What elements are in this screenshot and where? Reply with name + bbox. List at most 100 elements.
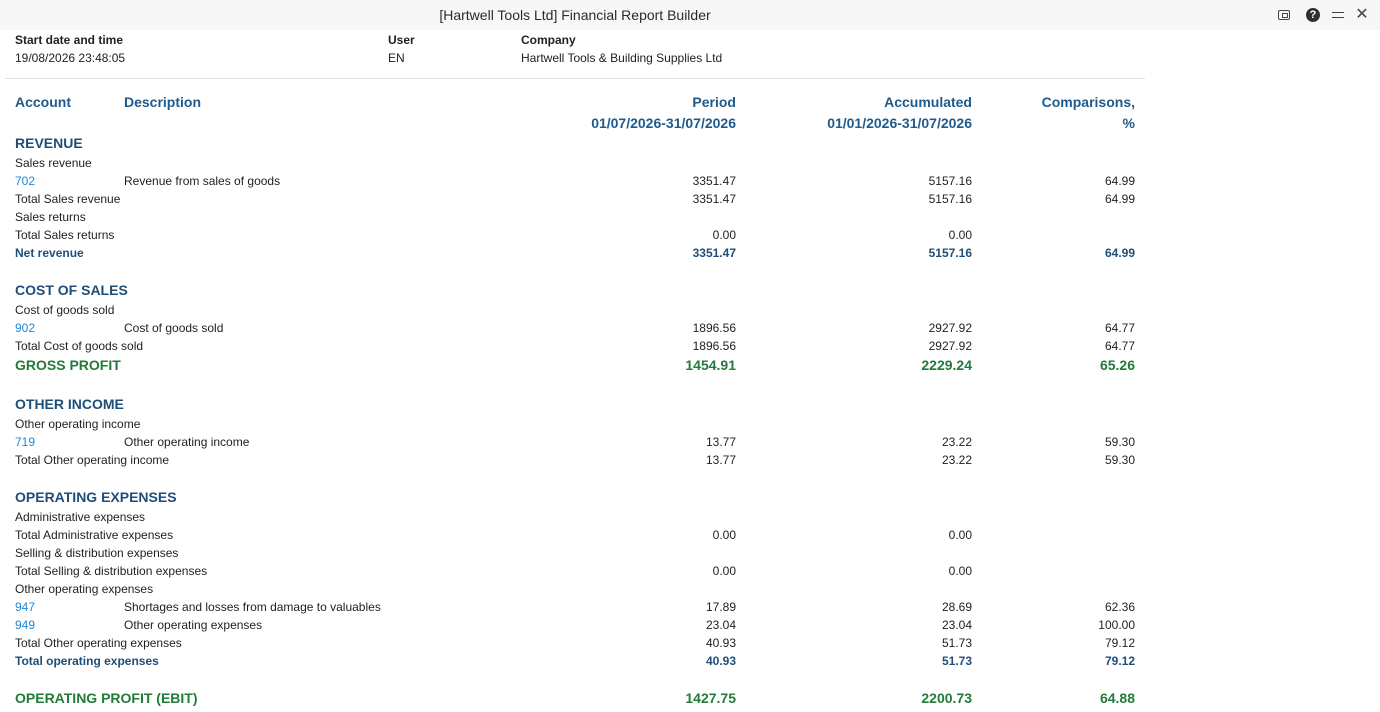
- accumulated-value: 2927.92: [928, 321, 972, 335]
- report-row: Administrative expenses: [0, 508, 1150, 526]
- account-number-link[interactable]: 949: [15, 618, 36, 632]
- report-row: Other operating income: [0, 415, 1150, 433]
- comparison-value: 64.99: [1104, 192, 1135, 206]
- row-label: Total operating expenses: [15, 654, 159, 668]
- account-description: Other operating expenses: [124, 618, 263, 632]
- period-value: 3351.47: [692, 246, 736, 260]
- account-description: Cost of goods sold: [124, 321, 224, 335]
- row-label: Total Other operating income: [15, 453, 170, 467]
- section-header: OPERATING EXPENSES: [0, 488, 1150, 506]
- comparison-value: 64.77: [1104, 339, 1135, 353]
- accumulated-value: 51.73: [941, 654, 972, 668]
- account-row: 902 Cost of goods sold 1896.56 2927.92 64.77: [0, 319, 1150, 337]
- row-label: Sales revenue: [15, 156, 92, 170]
- report-row: Total Other operating expenses 40.93 51.73…: [0, 634, 1150, 652]
- section-header: COST OF SALES: [0, 281, 1150, 299]
- menu-icon[interactable]: [1330, 7, 1346, 23]
- period-value: 13.77: [705, 435, 736, 449]
- row-label: Selling & distribution expenses: [15, 546, 179, 560]
- comparison-value: 62.36: [1104, 600, 1135, 614]
- period-value: 1896.56: [692, 339, 736, 353]
- report-row: Total Cost of goods sold 1896.56 2927.92 64…: [0, 337, 1150, 355]
- accumulated-value: 2200.73: [921, 690, 972, 706]
- accumulated-value: 0.00: [948, 564, 972, 578]
- column-header-account: Account: [15, 94, 71, 110]
- header-divider: [5, 78, 1145, 79]
- comparison-value: 79.12: [1104, 654, 1135, 668]
- row-label: Administrative expenses: [15, 510, 146, 524]
- row-label: Other operating income: [15, 417, 141, 431]
- report-row: Total Sales returns 0.00 0.00: [0, 226, 1150, 244]
- comparison-value: 64.99: [1104, 246, 1135, 260]
- account-row: 947 Shortages and losses from damage to v…: [0, 598, 1150, 616]
- row-label: OPERATING PROFIT (EBIT): [15, 690, 198, 706]
- period-value: 3351.47: [692, 192, 736, 206]
- accumulated-value: 28.69: [941, 600, 972, 614]
- report-row: Total Other operating income 13.77 23.22 59…: [0, 451, 1150, 469]
- accumulated-value: 2229.24: [921, 357, 972, 373]
- section-header: REVENUE: [0, 134, 1150, 152]
- accumulated-value: 5157.16: [928, 192, 972, 206]
- column-header-accumulated: Accumulated: [884, 94, 972, 110]
- account-number-link[interactable]: 902: [15, 321, 36, 335]
- period-value: 0.00: [712, 528, 736, 542]
- row-label: Net revenue: [15, 246, 84, 260]
- row-label: Total Administrative expenses: [15, 528, 174, 542]
- report-row: Total Sales revenue 3351.47 5157.16 64.99: [0, 190, 1150, 208]
- row-label: OTHER INCOME: [15, 396, 124, 412]
- report-row: OPERATING PROFIT (EBIT) 1427.75 2200.73 64.…: [0, 689, 1150, 707]
- account-number-link[interactable]: 702: [15, 174, 36, 188]
- accumulated-value: 23.04: [941, 618, 972, 632]
- company-value: Hartwell Tools & Building Supplies Ltd: [521, 51, 723, 65]
- user-value: EN: [388, 51, 405, 65]
- row-label: Total Selling & distribution expenses: [15, 564, 208, 578]
- report-row: Total Administrative expenses 0.00 0.00: [0, 526, 1150, 544]
- report-row: Total operating expenses 40.93 51.73 79.12: [0, 652, 1150, 670]
- accumulated-value: 0.00: [948, 228, 972, 242]
- account-number-link[interactable]: 719: [15, 435, 36, 449]
- report-row: Sales returns: [0, 208, 1150, 226]
- comparison-value: 65.26: [1099, 357, 1135, 373]
- report-row: Selling & distribution expenses: [0, 544, 1150, 562]
- report-row: Net revenue 3351.47 5157.16 64.99: [0, 244, 1150, 262]
- user-label: User: [388, 33, 415, 47]
- section-header: OTHER INCOME: [0, 395, 1150, 413]
- close-icon[interactable]: ✕: [1355, 6, 1369, 23]
- period-value: 1454.91: [685, 357, 736, 373]
- comparison-value: 59.30: [1104, 453, 1135, 467]
- row-label: OPERATING EXPENSES: [15, 489, 177, 505]
- period-value: 17.89: [705, 600, 736, 614]
- period-value: 3351.47: [692, 174, 736, 188]
- accumulated-value: 51.73: [941, 636, 972, 650]
- account-description: Revenue from sales of goods: [124, 174, 281, 188]
- accumulated-value: 5157.16: [928, 174, 972, 188]
- column-header-comparisons: Comparisons,: [1041, 94, 1135, 110]
- accumulated-value: 2927.92: [928, 339, 972, 353]
- period-value: 0.00: [712, 228, 736, 242]
- report-row: Other operating expenses: [0, 580, 1150, 598]
- row-label: Total Cost of goods sold: [15, 339, 144, 353]
- comparison-value: 59.30: [1104, 435, 1135, 449]
- help-icon[interactable]: ?: [1305, 7, 1321, 23]
- account-description: Shortages and losses from damage to valu…: [124, 600, 381, 614]
- column-header-comparisons-unit: %: [1122, 115, 1135, 131]
- row-label: Cost of goods sold: [15, 303, 115, 317]
- comparison-value: 64.88: [1099, 690, 1135, 706]
- row-label: Other operating expenses: [15, 582, 154, 596]
- account-row: 719 Other operating income 13.77 23.22 59.30: [0, 433, 1150, 451]
- period-value: 13.77: [705, 453, 736, 467]
- comparison-value: 64.77: [1104, 321, 1135, 335]
- period-value: 1427.75: [685, 690, 736, 706]
- account-description: Other operating income: [124, 435, 250, 449]
- period-value: 0.00: [712, 564, 736, 578]
- accumulated-value: 5157.16: [928, 246, 972, 260]
- row-label: REVENUE: [15, 135, 83, 151]
- row-label: GROSS PROFIT: [15, 357, 121, 373]
- accumulated-value: 23.22: [941, 435, 972, 449]
- start-date-value: 19/08/2026 23:48:05: [15, 51, 126, 65]
- restore-window-icon[interactable]: [1276, 7, 1292, 23]
- accumulated-value: 23.22: [941, 453, 972, 467]
- period-value: 23.04: [705, 618, 736, 632]
- account-number-link[interactable]: 947: [15, 600, 36, 614]
- row-label: Total Other operating expenses: [15, 636, 182, 650]
